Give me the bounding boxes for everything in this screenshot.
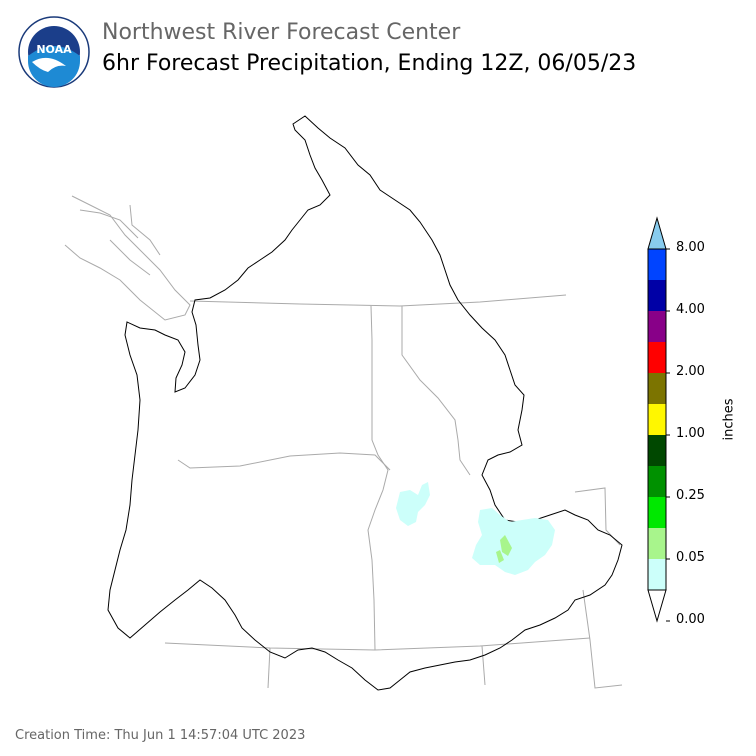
colorbar-unit-label: inches <box>721 398 737 441</box>
precip-areas <box>396 482 555 575</box>
colorbar-tick-label: 8.00 <box>676 240 705 255</box>
noaa-logo: NOAA <box>18 16 90 88</box>
colorbar-tick-label: 2.00 <box>676 364 705 379</box>
colorbar-tick-label: 0.00 <box>676 612 705 627</box>
precip-area-light-green <box>500 535 512 556</box>
center-title: Northwest River Forecast Center <box>102 20 461 45</box>
colorbar-tick-label: 0.25 <box>676 488 705 503</box>
colorbar-tick-label: 1.00 <box>676 426 705 441</box>
basin-outline <box>107 115 623 691</box>
precip-area-central-idaho <box>396 482 430 526</box>
creation-time: Creation Time: Thu Jun 1 14:57:04 UTC 20… <box>15 728 306 743</box>
noaa-logo-text: NOAA <box>36 43 72 56</box>
product-title: 6hr Forecast Precipitation, Ending 12Z, … <box>102 51 637 76</box>
precip-area-eastern-idaho <box>472 508 555 575</box>
colorbar-tick-label: 4.00 <box>676 302 705 317</box>
state-boundaries <box>64 195 623 689</box>
precip-area-light-green-small <box>496 550 504 563</box>
colorbar-tick-label: 0.05 <box>676 550 705 565</box>
